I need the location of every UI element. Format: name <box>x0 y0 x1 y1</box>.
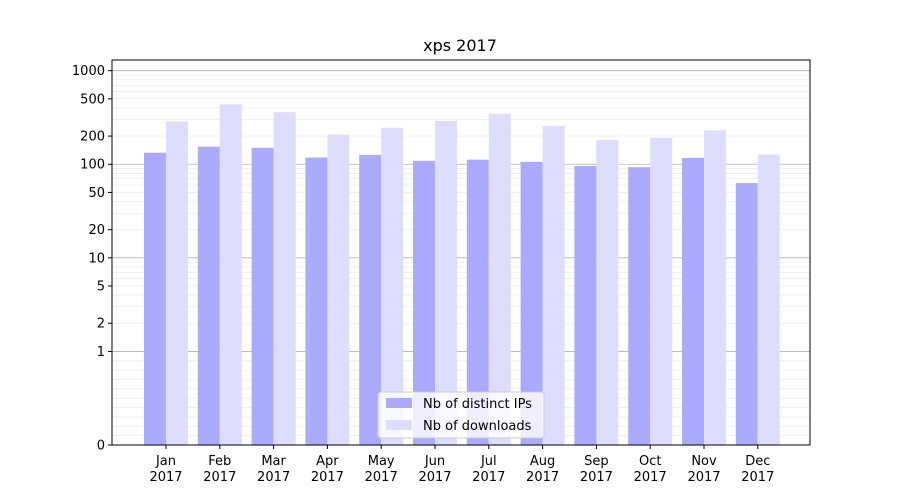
x-tick-label-month: Oct <box>639 454 661 469</box>
x-tick-label-month: Jan <box>155 454 176 469</box>
bar-downloads-feb <box>219 104 242 445</box>
plot-frame <box>111 59 811 446</box>
x-tick-label-year: 2017 <box>526 470 559 485</box>
y-tick-label: 0 <box>97 439 105 454</box>
bar-downloads-jan <box>166 121 188 445</box>
bar-distinct-ips-oct <box>628 167 651 446</box>
bar-distinct-ips-apr <box>305 157 328 445</box>
x-tick-label-month: Sep <box>584 454 609 469</box>
bar-downloads-jun <box>435 120 457 445</box>
bar-downloads-oct <box>650 137 673 445</box>
bars <box>144 104 780 446</box>
bar-distinct-ips-aug <box>520 161 543 445</box>
legend-label-downloads: Nb of downloads <box>423 419 532 434</box>
x-tick-label-year: 2017 <box>580 470 613 485</box>
legend-swatch-distinct-ips <box>386 398 412 408</box>
y-tick-label: 5 <box>97 280 105 295</box>
bar-downloads-sep <box>596 139 619 445</box>
bar-distinct-ips-jun <box>413 160 435 446</box>
x-tick-label-month: Feb <box>208 454 231 469</box>
bar-downloads-mar <box>273 112 296 445</box>
y-tick-label: 10 <box>88 251 105 266</box>
y-tick-label: 500 <box>80 92 105 107</box>
x-tick-label-month: May <box>368 454 395 469</box>
x-tick-label-month: Apr <box>316 454 339 469</box>
y-tick-label: 20 <box>88 223 105 238</box>
bar-downloads-nov <box>704 130 726 446</box>
y-tick-label: 2 <box>97 317 105 332</box>
x-tick-label-year: 2017 <box>203 470 236 485</box>
x-tick-label-year: 2017 <box>149 470 182 485</box>
x-tick-label-year: 2017 <box>472 470 505 485</box>
y-tick-label: 50 <box>88 186 105 201</box>
x-tick-label-month: Aug <box>530 454 555 469</box>
x-tick-label-year: 2017 <box>418 470 451 485</box>
legend-box <box>377 391 545 439</box>
legend-swatch-downloads <box>386 420 412 430</box>
chart-title: xps 2017 <box>423 36 497 55</box>
bar-distinct-ips-jan <box>144 152 166 445</box>
bar-downloads-jul <box>488 113 511 446</box>
y-axis: 0 1 2 5 10 20 50 100 200 500 1000 <box>72 64 112 454</box>
x-tick-label-month: Jun <box>424 454 445 469</box>
y-tick-label: 1000 <box>72 64 105 79</box>
x-tick-label-month: Jul <box>480 454 497 469</box>
y-tick-label: 200 <box>80 130 105 145</box>
bar-downloads-dec <box>757 154 780 445</box>
x-tick-label-year: 2017 <box>257 470 290 485</box>
bar-distinct-ips-dec <box>735 183 758 446</box>
legend: Nb of distinct IPs Nb of downloads <box>377 391 545 439</box>
x-tick-label-year: 2017 <box>634 470 667 485</box>
x-tick-label-month: Nov <box>691 454 717 469</box>
bar-distinct-ips-feb <box>197 146 220 446</box>
x-tick-label-month: Dec <box>745 454 770 469</box>
bar-distinct-ips-sep <box>574 165 597 445</box>
x-tick-label-month: Mar <box>261 454 286 469</box>
x-tick-label-year: 2017 <box>365 470 398 485</box>
bar-downloads-may <box>381 127 404 445</box>
x-tick-label-year: 2017 <box>687 470 720 485</box>
bar-downloads-aug <box>542 126 565 446</box>
y-tick-label: 1 <box>97 345 105 360</box>
legend-label-distinct-ips: Nb of distinct IPs <box>423 397 532 412</box>
x-tick-label-year: 2017 <box>741 470 774 485</box>
bar-distinct-ips-jul <box>466 159 489 445</box>
x-axis: Jan2017Feb2017Mar2017Apr2017May2017Jun20… <box>149 445 774 485</box>
x-tick-label-year: 2017 <box>311 470 344 485</box>
bar-distinct-ips-nov <box>682 157 704 446</box>
bar-distinct-ips-mar <box>251 147 274 445</box>
bar-downloads-apr <box>327 134 350 445</box>
bar-distinct-ips-may <box>359 154 382 445</box>
y-tick-label: 100 <box>80 158 105 173</box>
